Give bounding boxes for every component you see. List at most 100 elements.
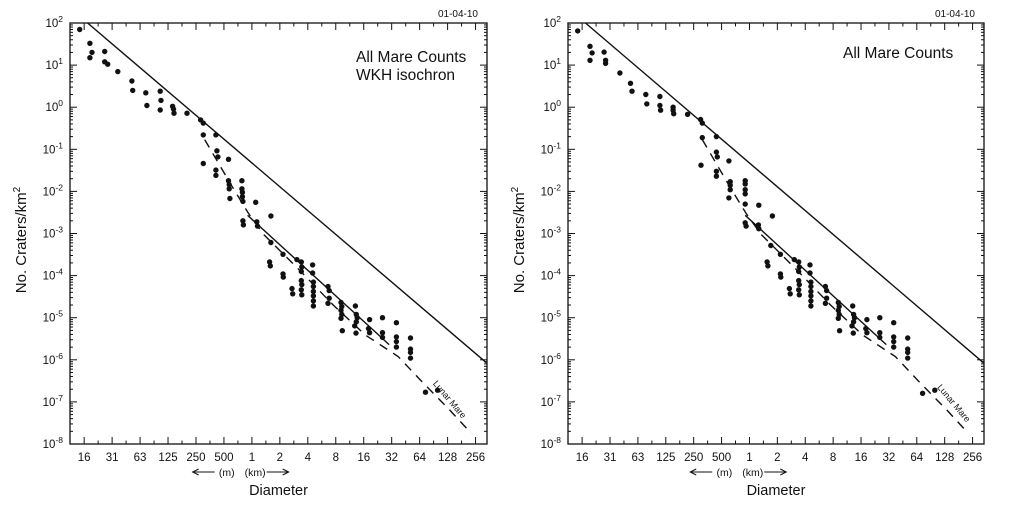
scatter-point [87, 55, 93, 61]
scatter-point [379, 334, 386, 341]
scatter-point [768, 242, 774, 249]
scatter-point [280, 274, 286, 280]
scatter-point [787, 291, 793, 297]
x-axis-label: Diameter [249, 483, 308, 499]
scatter-point [289, 285, 295, 292]
scatter-point [823, 287, 830, 294]
y-tick-label: 10-7 [43, 393, 64, 409]
x-tick-label: 16 [357, 452, 370, 464]
y-tick-label: 10-4 [43, 267, 64, 283]
scatter-point [808, 303, 814, 309]
scatter-point [796, 259, 802, 265]
scatter-point [267, 263, 273, 269]
x-tick-label: 128 [438, 452, 457, 464]
scatter-point [644, 101, 650, 107]
scatter-point [684, 111, 691, 118]
scatter-point [299, 281, 305, 288]
scatter-point [239, 194, 246, 200]
scatter-point [338, 315, 344, 321]
scatter-point [354, 315, 360, 321]
y-tick-label: 10-3 [43, 225, 64, 241]
y-tick-label: 102 [45, 14, 63, 30]
y-tick-label: 102 [543, 14, 561, 30]
scatter-point [765, 263, 771, 269]
x-tick-label: 125 [158, 452, 177, 464]
scatter-point [298, 268, 304, 275]
x-tick-label: 16 [576, 452, 589, 464]
x-tick-label: 250 [684, 452, 703, 464]
scatter-point [835, 315, 841, 321]
scatter-point [713, 168, 720, 174]
scatter-point [294, 256, 300, 263]
x-tick-label: 4 [305, 452, 312, 464]
scatter-point [742, 191, 748, 197]
scatter-point [240, 222, 247, 228]
y-tick-label: 10-1 [43, 140, 64, 156]
scatter-point [290, 291, 296, 297]
scatter-point [726, 195, 732, 201]
scatter-point [905, 355, 911, 361]
scatter-point [850, 319, 857, 325]
scatter-point [756, 226, 762, 232]
scatter-point [225, 156, 232, 162]
scatter-point [365, 325, 372, 332]
x-tick-label: 4 [802, 452, 809, 464]
x-tick-label: 16 [855, 452, 868, 464]
scatter-point [863, 325, 869, 332]
x-tick-label: 32 [883, 452, 896, 464]
scatter-point [310, 293, 317, 299]
scatter-point [627, 80, 634, 87]
x-tick-label: 16 [78, 452, 91, 464]
scatter-point [115, 68, 121, 75]
isochron-line [87, 22, 487, 364]
scatter-point [310, 298, 317, 304]
scatter-point [713, 149, 720, 155]
scatter-point [129, 78, 135, 84]
x-tick-label: 256 [963, 452, 982, 464]
scatter-point [200, 160, 206, 167]
scatter-point [77, 26, 83, 33]
scatter-point [422, 389, 429, 395]
scatter-point [629, 88, 635, 94]
scatter-point [239, 189, 246, 195]
scatter-points [77, 26, 441, 395]
scatter-point [835, 307, 841, 313]
x-tick-label: 32 [385, 452, 398, 464]
scatter-point [796, 287, 802, 293]
scatter-point [777, 251, 784, 257]
mare-fit-line [247, 214, 390, 346]
scatter-point [338, 299, 344, 306]
scatter-point [823, 295, 830, 301]
scatter-point [743, 223, 749, 229]
scatter-point [727, 187, 733, 193]
date-label: 01-04-10 [935, 9, 975, 20]
scatter-point [671, 111, 677, 117]
x-tick-label: 2 [277, 452, 283, 464]
y-tick-label: 100 [543, 98, 561, 114]
scatter-point [742, 181, 748, 187]
scatter-point [699, 134, 705, 141]
scatter-point [807, 262, 813, 268]
y-tick-label: 10-2 [541, 182, 562, 198]
scatter-point [253, 199, 259, 205]
scatter-point [200, 132, 206, 138]
scatter-point [213, 167, 219, 173]
axis-frame [567, 22, 985, 445]
isochron-line [585, 22, 984, 364]
scatter-point [227, 195, 233, 202]
scatter-point [808, 279, 814, 285]
scatter-point [407, 355, 414, 361]
scatter-point [905, 335, 911, 341]
scatter-point [268, 239, 274, 246]
right-arrowhead-icon [282, 468, 290, 476]
scatter-point [379, 315, 386, 321]
scatter-point [353, 319, 359, 325]
y-tick-label: 10-6 [43, 351, 64, 367]
y-tick-label: 101 [543, 56, 561, 72]
scatter-point [215, 154, 221, 160]
scatter-point [850, 303, 856, 309]
y-tick-label: 10-5 [43, 309, 64, 325]
scatter-point [699, 120, 705, 126]
y-tick-label: 100 [45, 98, 63, 114]
